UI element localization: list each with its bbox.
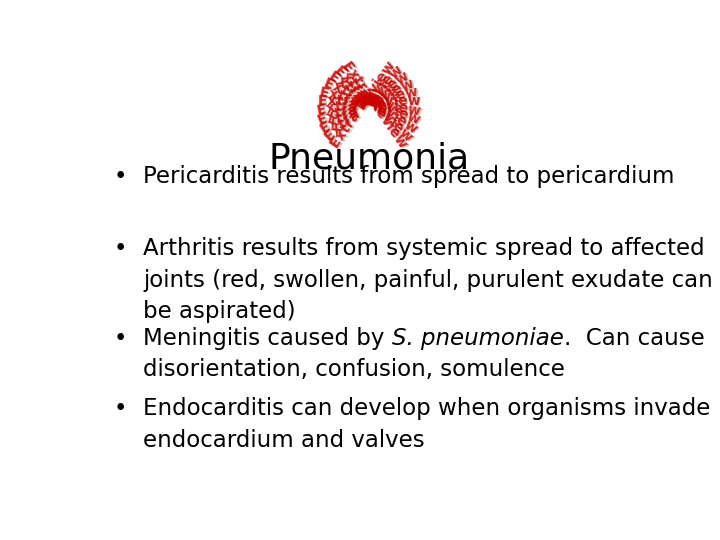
Text: Meningitis caused by: Meningitis caused by [143,327,392,350]
Text: Extra Review: Extra Review [319,85,422,118]
Text: Extra Review: Extra Review [318,78,418,129]
Text: Extra Review: Extra Review [320,86,423,119]
Text: be aspirated): be aspirated) [143,300,296,323]
Text: Extra Review: Extra Review [316,76,417,127]
Text: Extra Review: Extra Review [332,63,415,144]
Text: Extra Review: Extra Review [318,69,412,137]
Text: Extra Review: Extra Review [341,59,412,152]
Text: Extra Review: Extra Review [330,59,400,152]
Text: •: • [114,397,127,421]
Text: Extra Review: Extra Review [318,86,421,119]
Text: Extra Review: Extra Review [323,63,406,144]
Text: Arthritis results from systemic spread to affected: Arthritis results from systemic spread t… [143,238,705,260]
Text: endocardium and valves: endocardium and valves [143,429,425,451]
Text: Extra Review: Extra Review [316,85,419,118]
Text: Extra Review: Extra Review [324,64,408,145]
Text: Extra Review: Extra Review [328,58,398,151]
Text: Endocarditis can develop when organisms invade: Endocarditis can develop when organisms … [143,397,711,421]
Text: disorientation, confusion, somulence: disorientation, confusion, somulence [143,358,565,381]
Text: Extra Review: Extra Review [321,76,422,127]
Text: Extra Review: Extra Review [326,69,420,137]
Text: Pneumonia: Pneumonia [269,141,469,176]
Text: Extra Review: Extra Review [334,64,418,145]
Text: S. pneumoniae: S. pneumoniae [392,327,564,350]
Text: Extra Review: Extra Review [318,94,420,109]
Text: Pericarditis results from spread to pericardium: Pericarditis results from spread to peri… [143,165,675,187]
Text: Extra Review: Extra Review [320,70,414,138]
Text: •: • [114,238,127,260]
Text: .  Can cause: . Can cause [564,327,704,350]
Text: Extra Review: Extra Review [328,70,421,138]
Text: Extra Review: Extra Review [340,58,410,151]
Text: Extra Review: Extra Review [320,96,422,110]
Text: •: • [114,165,127,187]
Text: Extra Review: Extra Review [323,78,423,129]
Text: •: • [114,327,127,350]
Text: joints (red, swollen, painful, purulent exudate can: joints (red, swollen, painful, purulent … [143,268,713,292]
